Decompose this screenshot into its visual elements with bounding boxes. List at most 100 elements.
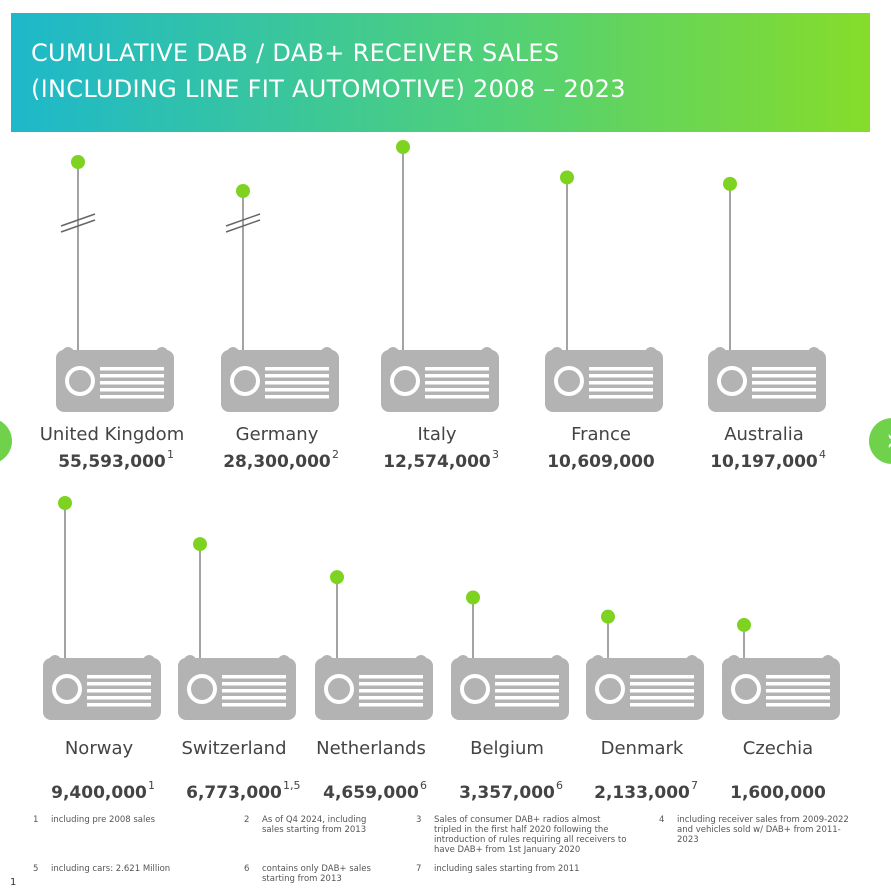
radio-grille-germany <box>265 388 329 392</box>
chevron-right-icon: › <box>886 423 891 458</box>
radio-grille-belgium <box>495 696 559 700</box>
radio-grille-germany <box>265 381 329 385</box>
axis-break-germany-a <box>225 213 261 227</box>
radio-grille-germany <box>265 374 329 378</box>
radio-grille-norway <box>87 682 151 686</box>
country-label-united-kingdom: United Kingdom <box>40 424 184 445</box>
radio-grille-belgium <box>495 689 559 693</box>
value-label-belgium: 3,357,000 <box>459 783 555 803</box>
footnote-6: 6 contains only DAB+ sales starting from … <box>244 864 371 884</box>
radio-grille-australia <box>752 367 816 371</box>
radio-grille-netherlands <box>359 696 423 700</box>
radio-grille-switzerland <box>222 696 286 700</box>
radio-grille-switzerland <box>222 682 286 686</box>
value-label-switzerland: 6,773,000 <box>186 783 282 803</box>
radio-grille-italy <box>425 381 489 385</box>
value-dot-denmark <box>601 609 615 624</box>
radio-grille-united-kingdom <box>100 388 164 392</box>
radio-grille-france <box>589 367 653 371</box>
radio-grille-belgium <box>495 703 559 707</box>
title-banner: CUMULATIVE DAB / DAB+ RECEIVER SALES (IN… <box>11 13 870 132</box>
value-label-france: 10,609,000 <box>547 452 655 472</box>
radio-grille-france <box>589 374 653 378</box>
footnote-2: 2 As of Q4 2024, including sales starting… <box>244 815 367 835</box>
radio-grille-australia <box>752 374 816 378</box>
radio-grille-czechia <box>766 682 830 686</box>
radio-grille-united-kingdom <box>100 374 164 378</box>
radio-grille-norway <box>87 689 151 693</box>
value-dot-norway <box>58 496 72 510</box>
value-dot-switzerland <box>193 537 207 552</box>
footnote-mark-germany: 2 <box>332 448 339 461</box>
value-label-czechia: 1,600,000 <box>730 783 826 803</box>
radio-speaker-norway <box>52 674 82 704</box>
radio-grille-france <box>589 395 653 399</box>
page-title-line2: (INCLUDING LINE FIT AUTOMOTIVE) 2008 – 2… <box>31 75 626 103</box>
footnote-4: 4 including receiver sales from 2009-2022… <box>659 815 849 845</box>
radio-grille-france <box>589 381 653 385</box>
radio-grille-netherlands <box>359 689 423 693</box>
radio-grille-switzerland <box>222 703 286 707</box>
radio-grille-denmark <box>630 703 694 707</box>
footnote-mark-denmark: 7 <box>691 779 698 792</box>
footnote-mark-united-kingdom: 1 <box>167 448 174 461</box>
country-label-belgium: Belgium <box>470 738 544 759</box>
radio-speaker-united-kingdom <box>65 366 95 396</box>
radio-grille-norway <box>87 696 151 700</box>
radio-grille-italy <box>425 388 489 392</box>
radio-speaker-czechia <box>731 674 761 704</box>
radio-grille-switzerland <box>222 675 286 679</box>
value-dot-germany <box>236 184 250 198</box>
radio-grille-czechia <box>766 703 830 707</box>
value-dot-italy <box>396 140 410 154</box>
radio-speaker-denmark <box>595 674 625 704</box>
value-label-denmark: 2,133,000 <box>594 783 690 803</box>
radio-grille-australia <box>752 395 816 399</box>
country-label-france: France <box>571 424 631 445</box>
page-title-line1: CUMULATIVE DAB / DAB+ RECEIVER SALES <box>31 39 560 67</box>
radio-grille-czechia <box>766 696 830 700</box>
value-label-australia: 10,197,000 <box>710 452 818 472</box>
radio-speaker-netherlands <box>324 674 354 704</box>
radio-grille-belgium <box>495 675 559 679</box>
radio-speaker-switzerland <box>187 674 217 704</box>
axis-break-united-kingdom-a <box>60 213 96 227</box>
country-label-australia: Australia <box>724 424 804 445</box>
axis-break-united-kingdom-b <box>60 219 96 233</box>
value-dot-netherlands <box>330 570 344 585</box>
radio-grille-belgium <box>495 682 559 686</box>
radio-grille-norway <box>87 703 151 707</box>
value-label-germany: 28,300,000 <box>223 452 331 472</box>
radio-grille-czechia <box>766 675 830 679</box>
value-dot-australia <box>723 176 737 191</box>
value-label-united-kingdom: 55,593,000 <box>58 452 166 472</box>
value-dot-united-kingdom <box>71 155 85 169</box>
country-label-italy: Italy <box>417 424 456 445</box>
radio-speaker-germany <box>230 366 260 396</box>
footnote-5: 5 including cars: 2.621 Million <box>33 864 171 874</box>
radio-grille-united-kingdom <box>100 395 164 399</box>
radio-speaker-australia <box>717 366 747 396</box>
carousel-next-button[interactable]: › <box>869 418 891 464</box>
radio-grille-france <box>589 388 653 392</box>
footnote-7: 7 including sales starting from 2011 <box>416 864 580 874</box>
radio-grille-netherlands <box>359 682 423 686</box>
country-label-netherlands: Netherlands <box>316 738 426 759</box>
radio-grille-denmark <box>630 675 694 679</box>
footnote-3: 3 Sales of consumer DAB+ radios almost tr… <box>416 815 627 855</box>
radio-grille-netherlands <box>359 675 423 679</box>
radio-speaker-belgium <box>460 674 490 704</box>
radio-grille-germany <box>265 395 329 399</box>
footnote-mark-switzerland: 1,5 <box>283 779 301 792</box>
radio-grille-denmark <box>630 696 694 700</box>
radio-speaker-france <box>554 366 584 396</box>
radio-grille-czechia <box>766 689 830 693</box>
value-dot-belgium <box>466 590 480 605</box>
radio-grille-norway <box>87 675 151 679</box>
page-number: 1 <box>10 877 17 888</box>
value-label-norway: 9,400,000 <box>51 783 147 803</box>
radio-grille-netherlands <box>359 703 423 707</box>
radio-grille-denmark <box>630 682 694 686</box>
radio-grille-italy <box>425 395 489 399</box>
